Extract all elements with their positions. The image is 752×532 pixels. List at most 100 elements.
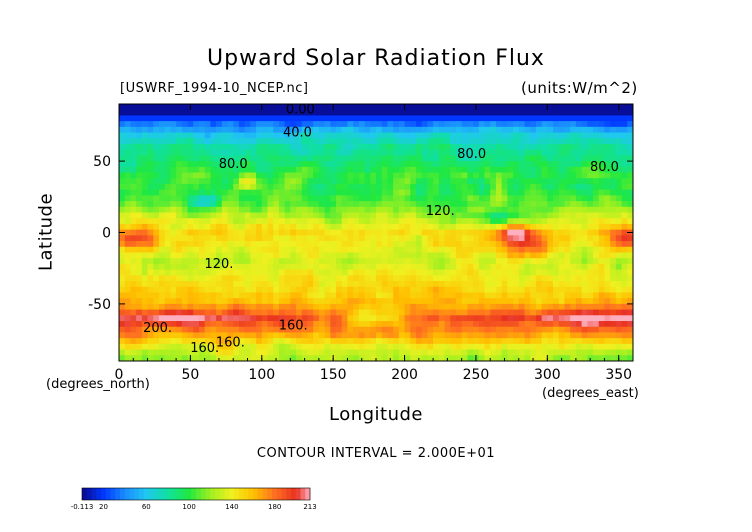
heatmap-cell [307, 166, 314, 174]
heatmap-cell [256, 161, 263, 168]
heatmap-cell [141, 332, 149, 339]
heatmap-cell [433, 286, 440, 294]
heatmap-cell [393, 138, 400, 145]
heatmap-cell [381, 286, 389, 294]
heatmap-cell [233, 212, 240, 219]
heatmap-cell [513, 109, 520, 117]
heatmap-cell [358, 349, 366, 356]
heatmap-cell [227, 104, 234, 111]
heatmap-cell [307, 241, 314, 248]
heatmap-cell [158, 115, 166, 122]
heatmap-cell [518, 235, 526, 242]
heatmap-cell [324, 149, 331, 156]
heatmap-cell [553, 303, 560, 311]
heatmap-cell [278, 326, 286, 334]
heatmap-cell [627, 109, 633, 117]
heatmap-cell [438, 201, 446, 208]
heatmap-cell [273, 212, 280, 219]
heatmap-cell [124, 269, 132, 276]
heatmap-cell [553, 332, 560, 339]
heatmap-cell [284, 229, 291, 236]
heatmap-cell [381, 292, 389, 299]
heatmap-cell [256, 275, 263, 282]
heatmap-cell [210, 201, 217, 208]
heatmap-cell [547, 201, 554, 208]
heatmap-cell [541, 343, 548, 351]
heatmap-cell [353, 298, 360, 305]
heatmap-cell [427, 241, 434, 248]
heatmap-cell [204, 309, 211, 316]
heatmap-cell [176, 258, 183, 265]
heatmap-cell [210, 104, 217, 111]
heatmap-cell [164, 281, 171, 288]
heatmap-cell [381, 246, 389, 254]
heatmap-cell [170, 206, 177, 214]
heatmap-cell [433, 246, 440, 254]
heatmap-cell [141, 298, 149, 305]
heatmap-cell [393, 332, 400, 339]
heatmap-cell [370, 172, 377, 179]
colorbar-swatch [181, 488, 187, 500]
heatmap-cell [307, 143, 314, 151]
heatmap-cell [627, 292, 633, 299]
heatmap-cell [244, 349, 251, 356]
heatmap-cell [438, 292, 446, 299]
heatmap-cell [324, 155, 331, 162]
heatmap-cell [233, 229, 240, 236]
heatmap-cell [581, 326, 588, 334]
heatmap-cell [501, 349, 508, 356]
heatmap-cell [513, 343, 520, 351]
heatmap-cell [324, 126, 331, 134]
heatmap-cell [575, 263, 583, 271]
heatmap-cell [170, 269, 177, 276]
heatmap-cell [301, 172, 309, 179]
heatmap-cell [353, 121, 360, 128]
heatmap-cell [450, 309, 457, 316]
heatmap-cell [530, 143, 537, 151]
heatmap-cell [444, 223, 451, 231]
heatmap-cell [238, 201, 246, 208]
heatmap-cell [513, 218, 520, 225]
heatmap-cell [530, 269, 537, 276]
heatmap-cell [370, 321, 377, 328]
heatmap-cell [524, 292, 531, 299]
heatmap-cell [610, 172, 617, 179]
heatmap-cell [210, 332, 217, 339]
heatmap-cell [136, 326, 143, 334]
heatmap-cell [136, 166, 143, 174]
heatmap-cell [198, 281, 206, 288]
heatmap-cell [193, 126, 200, 134]
heatmap-cell [216, 121, 223, 128]
heatmap-cell [136, 109, 143, 117]
heatmap-cell [467, 138, 474, 145]
heatmap-cell [273, 349, 280, 356]
heatmap-cell [381, 218, 389, 225]
heatmap-cell [575, 155, 583, 162]
heatmap-cell [513, 235, 520, 242]
heatmap-cell [507, 229, 514, 236]
heatmap-cell [370, 281, 377, 288]
heatmap-cell [575, 326, 583, 334]
heatmap-cell [393, 338, 400, 345]
heatmap-cell [604, 138, 611, 145]
heatmap-cell [387, 343, 394, 351]
heatmap-cell [267, 149, 274, 156]
heatmap-cell [324, 315, 331, 322]
heatmap-cell [518, 155, 526, 162]
heatmap-cell [244, 235, 251, 242]
heatmap-cell [164, 321, 171, 328]
heatmap-cell [141, 178, 149, 185]
heatmap-cell [610, 235, 617, 242]
heatmap-cell [193, 258, 200, 265]
heatmap-cell [421, 263, 428, 271]
heatmap-cell [393, 298, 400, 305]
heatmap-cell [524, 309, 531, 316]
heatmap-cell [415, 166, 423, 174]
heatmap-cell [575, 235, 583, 242]
heatmap-cell [353, 195, 360, 202]
heatmap-cell [393, 195, 400, 202]
heatmap-cell [256, 155, 263, 162]
heatmap-cell [393, 252, 400, 259]
heatmap-cell [336, 121, 343, 128]
heatmap-cell [267, 258, 274, 265]
